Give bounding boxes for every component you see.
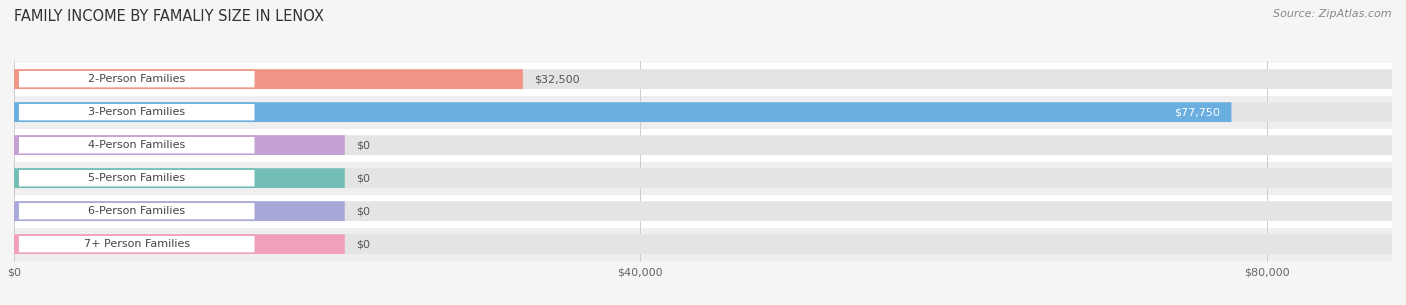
Text: 4-Person Families: 4-Person Families [89,140,186,150]
FancyBboxPatch shape [14,201,344,221]
Text: $77,750: $77,750 [1174,107,1220,117]
FancyBboxPatch shape [18,70,256,88]
Bar [14,228,1392,261]
FancyBboxPatch shape [14,234,344,254]
FancyBboxPatch shape [14,135,1392,155]
FancyBboxPatch shape [18,103,256,121]
FancyBboxPatch shape [14,168,344,188]
FancyBboxPatch shape [14,168,1392,188]
Text: $0: $0 [356,173,370,183]
Text: $0: $0 [356,140,370,150]
Text: Source: ZipAtlas.com: Source: ZipAtlas.com [1274,9,1392,19]
FancyBboxPatch shape [14,201,1392,221]
Text: $32,500: $32,500 [534,74,579,84]
FancyBboxPatch shape [14,135,344,155]
Text: 5-Person Families: 5-Person Families [89,173,186,183]
Text: 3-Person Families: 3-Person Families [89,107,186,117]
FancyBboxPatch shape [14,69,1392,89]
Text: 6-Person Families: 6-Person Families [89,206,186,216]
FancyBboxPatch shape [14,69,523,89]
Bar [14,162,1392,195]
Bar [14,63,1392,96]
FancyBboxPatch shape [18,169,256,187]
Text: $0: $0 [356,206,370,216]
FancyBboxPatch shape [14,234,1392,254]
Bar [14,129,1392,162]
Bar [14,96,1392,129]
Text: FAMILY INCOME BY FAMALIY SIZE IN LENOX: FAMILY INCOME BY FAMALIY SIZE IN LENOX [14,9,323,24]
Text: 2-Person Families: 2-Person Families [89,74,186,84]
FancyBboxPatch shape [14,102,1392,122]
FancyBboxPatch shape [14,102,1232,122]
Text: 7+ Person Families: 7+ Person Families [83,239,190,249]
Bar [14,195,1392,228]
FancyBboxPatch shape [18,202,256,220]
Text: $0: $0 [356,239,370,249]
FancyBboxPatch shape [18,235,256,253]
FancyBboxPatch shape [18,136,256,154]
